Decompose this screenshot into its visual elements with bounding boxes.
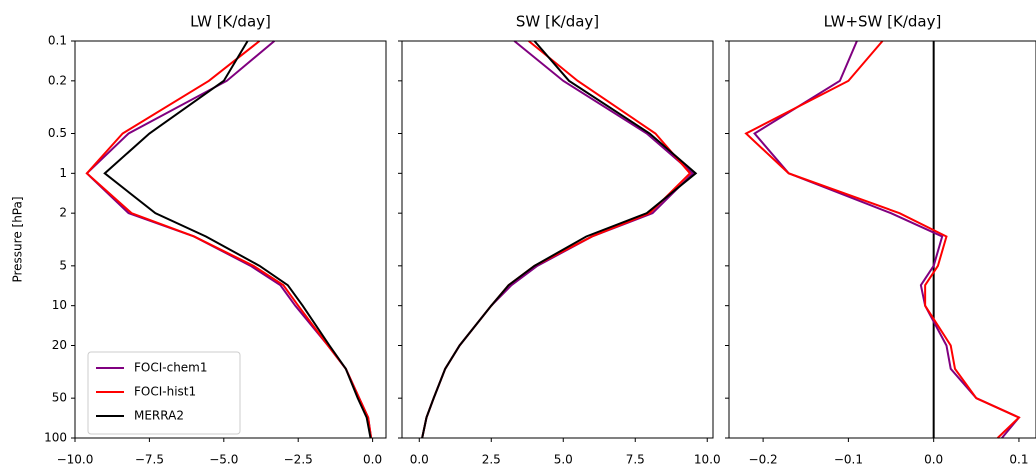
- series-line: [421, 40, 698, 439]
- x-tick-label: 0.0: [924, 453, 943, 467]
- legend: FOCI-chem1 FOCI-hist1 MERRA2: [87, 351, 241, 435]
- x-tick-label: 0.1: [1009, 453, 1028, 467]
- y-tick-label: 10: [52, 298, 67, 312]
- series-line: [103, 40, 372, 439]
- x-tick-label: −10.0: [57, 453, 94, 467]
- x-tick-label: −0.1: [834, 453, 863, 467]
- series-line: [753, 40, 1021, 439]
- y-tick-label: 2: [59, 206, 67, 220]
- x-tick-label: −5.0: [209, 453, 238, 467]
- y-tick-label: 5: [59, 258, 67, 272]
- panel-title: SW [K/day]: [516, 13, 599, 31]
- legend-box: [87, 351, 241, 435]
- x-tick-label: 7.5: [626, 453, 645, 467]
- x-tick-label: 5.0: [554, 453, 573, 467]
- y-tick-label: 0.5: [48, 126, 67, 140]
- x-tick-label: 10.0: [694, 453, 721, 467]
- series-line: [421, 40, 692, 439]
- series-line: [744, 40, 1021, 439]
- y-tick-label: 1: [59, 166, 67, 180]
- y-tick-label: 0.2: [48, 73, 67, 87]
- plot-frame: [401, 40, 714, 439]
- y-tick-label: 50: [52, 391, 67, 405]
- panel-title: LW+SW [K/day]: [824, 13, 942, 31]
- legend-label: FOCI-chem1: [134, 361, 208, 375]
- legend-label: MERRA2: [134, 409, 184, 423]
- x-tick-label: 2.5: [482, 453, 501, 467]
- series-line: [85, 40, 373, 439]
- x-tick-label: 0.0: [410, 453, 429, 467]
- x-tick-label: −0.2: [749, 453, 778, 467]
- x-tick-label: −2.5: [284, 453, 313, 467]
- x-tick-label: −7.5: [135, 453, 164, 467]
- plot-frame: [728, 40, 1036, 439]
- legend-label: FOCI-hist1: [134, 385, 196, 399]
- plot-frame: [74, 40, 387, 439]
- y-axis-label: Pressure [hPa]: [11, 196, 25, 282]
- y-tick-label: 20: [52, 338, 67, 352]
- x-tick-label: 0.0: [363, 453, 382, 467]
- series-line: [421, 40, 695, 439]
- panel-title: LW [K/day]: [190, 13, 271, 31]
- y-tick-label: 0.1: [48, 34, 67, 48]
- y-tick-label: 100: [44, 431, 67, 445]
